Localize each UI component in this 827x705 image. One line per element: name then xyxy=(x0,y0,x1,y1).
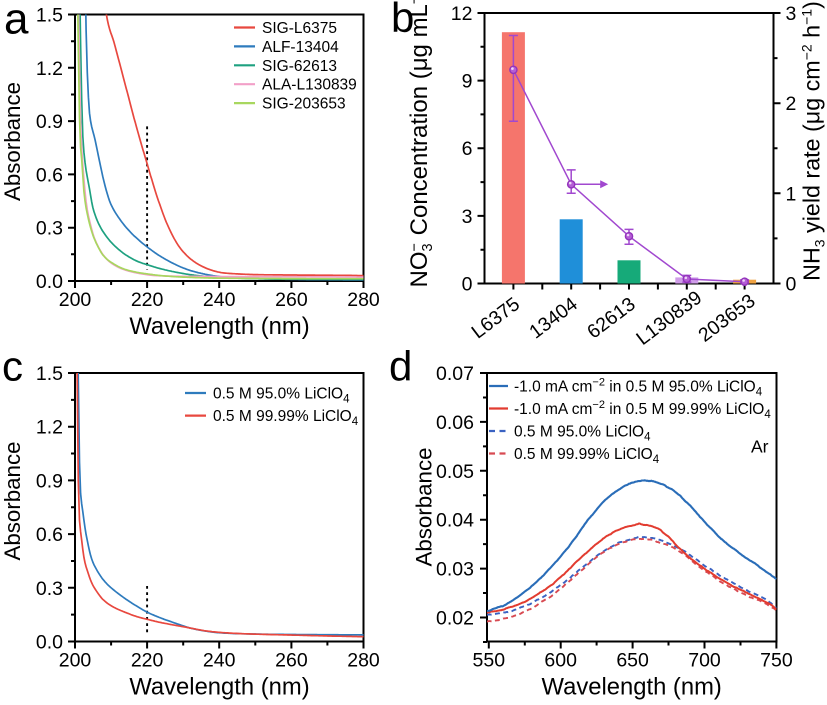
svg-text:-1.0 mA cm−2 in 0.5 M 95.0% Li: -1.0 mA cm−2 in 0.5 M 95.0% LiClO4 xyxy=(514,377,763,399)
svg-text:260: 260 xyxy=(275,289,308,311)
svg-text:1.5: 1.5 xyxy=(36,5,63,27)
svg-text:0.3: 0.3 xyxy=(36,218,63,240)
svg-text:240: 240 xyxy=(203,650,236,672)
svg-text:12: 12 xyxy=(451,3,473,25)
svg-text:280: 280 xyxy=(347,650,380,672)
svg-text:240: 240 xyxy=(203,289,236,311)
svg-text:280: 280 xyxy=(347,289,380,311)
svg-text:220: 220 xyxy=(131,650,164,672)
svg-text:0.04: 0.04 xyxy=(436,510,474,532)
svg-text:0.6: 0.6 xyxy=(36,524,63,546)
svg-text:0.9: 0.9 xyxy=(36,111,63,133)
svg-text:0.06: 0.06 xyxy=(436,412,474,434)
svg-text:0.5 M 99.99% LiClO4: 0.5 M 99.99% LiClO4 xyxy=(514,446,660,466)
svg-text:Wavelength (nm): Wavelength (nm) xyxy=(542,674,722,701)
svg-text:200: 200 xyxy=(59,650,92,672)
svg-text:0: 0 xyxy=(786,274,797,296)
svg-text:0.07: 0.07 xyxy=(436,363,474,385)
svg-text:0.6: 0.6 xyxy=(36,164,63,186)
svg-text:0.5 M 95.0% LiClO4: 0.5 M 95.0% LiClO4 xyxy=(213,386,350,406)
svg-text:200: 200 xyxy=(59,289,92,311)
svg-text:3: 3 xyxy=(462,206,473,228)
svg-text:0.9: 0.9 xyxy=(36,470,63,492)
svg-text:650: 650 xyxy=(616,650,649,672)
svg-text:ALF-13404: ALF-13404 xyxy=(262,39,339,56)
svg-text:c: c xyxy=(2,343,23,390)
svg-text:Ar: Ar xyxy=(751,437,769,457)
svg-text:0.5 M 99.99% LiClO4: 0.5 M 99.99% LiClO4 xyxy=(213,408,359,428)
svg-text:Wavelength (nm): Wavelength (nm) xyxy=(129,313,309,340)
svg-text:0.03: 0.03 xyxy=(436,559,474,581)
svg-text:0.0: 0.0 xyxy=(36,271,63,293)
svg-text:ALA-L130839: ALA-L130839 xyxy=(262,77,357,94)
svg-text:NH3 yield rate (μg cm−2 h−1): NH3 yield rate (μg cm−2 h−1) xyxy=(799,1,827,281)
svg-text:700: 700 xyxy=(688,650,721,672)
svg-text:d: d xyxy=(389,343,412,390)
svg-text:NO3− Concentration (μg mL−1): NO3− Concentration (μg mL−1) xyxy=(406,0,436,287)
svg-text:0.3: 0.3 xyxy=(36,578,63,600)
svg-text:3: 3 xyxy=(786,3,797,25)
svg-text:SIG-203653: SIG-203653 xyxy=(262,96,346,113)
svg-text:1.2: 1.2 xyxy=(36,417,63,439)
svg-text:550: 550 xyxy=(473,650,506,672)
svg-text:Absorbance: Absorbance xyxy=(0,442,25,561)
svg-text:6: 6 xyxy=(462,138,473,160)
svg-text:1: 1 xyxy=(786,183,797,205)
svg-text:0.0: 0.0 xyxy=(36,632,63,654)
svg-text:b: b xyxy=(391,0,414,41)
svg-text:Absorbance: Absorbance xyxy=(0,82,25,201)
svg-text:0.05: 0.05 xyxy=(436,461,474,483)
svg-text:Wavelength (nm): Wavelength (nm) xyxy=(129,674,309,701)
svg-text:1.2: 1.2 xyxy=(36,58,63,80)
svg-text:a: a xyxy=(4,0,29,44)
svg-text:0: 0 xyxy=(462,274,473,296)
svg-text:750: 750 xyxy=(760,650,793,672)
svg-text:9: 9 xyxy=(462,71,473,93)
svg-text:260: 260 xyxy=(275,650,308,672)
svg-text:SIG-62613: SIG-62613 xyxy=(262,58,337,75)
svg-text:-1.0 mA cm−2 in 0.5 M 99.99% L: -1.0 mA cm−2 in 0.5 M 99.99% LiClO4 xyxy=(514,399,771,421)
svg-text:1.5: 1.5 xyxy=(36,363,63,385)
svg-text:Absorbance: Absorbance xyxy=(412,448,437,567)
svg-text:220: 220 xyxy=(131,289,164,311)
svg-text:SIG-L6375: SIG-L6375 xyxy=(262,20,337,37)
svg-text:600: 600 xyxy=(544,650,577,672)
svg-text:2: 2 xyxy=(786,93,797,115)
svg-text:0.02: 0.02 xyxy=(436,608,474,630)
svg-text:0.5 M 95.0% LiClO4: 0.5 M 95.0% LiClO4 xyxy=(514,424,651,444)
